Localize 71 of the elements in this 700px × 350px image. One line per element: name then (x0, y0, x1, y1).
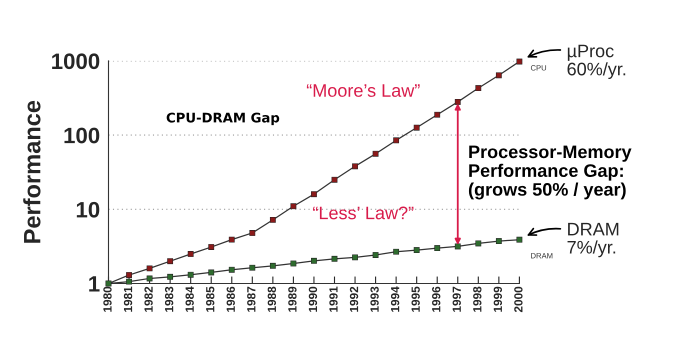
point (454, 99, 461, 105)
point (516, 58, 522, 64)
point (496, 238, 502, 244)
point (126, 272, 132, 278)
point (290, 260, 296, 266)
point (393, 248, 400, 255)
y-tick-label: 100 (64, 128, 100, 144)
point (311, 258, 317, 264)
x-tick-label: 1996 (432, 286, 440, 312)
point (270, 262, 276, 269)
point (434, 245, 440, 252)
point (249, 264, 256, 271)
point (249, 230, 256, 236)
x-tick-label: 1986 (226, 286, 235, 312)
x-tick-label: 1999 (494, 286, 502, 312)
point (208, 270, 214, 276)
point (167, 274, 174, 280)
x-tick-label: 1993 (370, 286, 379, 312)
point (188, 251, 194, 257)
point (475, 85, 482, 92)
point (146, 276, 153, 282)
point (167, 258, 174, 264)
x-tick-label: 1989 (288, 286, 297, 312)
x-tick-label: 1997 (452, 286, 461, 312)
x-tick-label: 1988 (268, 286, 276, 312)
point (352, 254, 358, 260)
x-tick-label: 1983 (164, 286, 174, 312)
x-tick-label: 1984 (185, 286, 194, 312)
point (414, 247, 420, 254)
point (270, 216, 276, 223)
annotation: CPU-DRAM Gap (166, 112, 280, 126)
point (188, 272, 194, 278)
point (228, 236, 235, 243)
annotation: µProc 60%/yr. (568, 44, 626, 80)
point (454, 244, 461, 250)
point (311, 191, 317, 198)
point (352, 163, 358, 170)
point (146, 265, 153, 272)
x-tick-label: 1980 (103, 286, 112, 312)
x-tick-label: 1991 (329, 286, 338, 312)
x-tick-label: 1990 (308, 286, 318, 312)
point (372, 150, 379, 157)
x-tick-label: 1998 (473, 286, 482, 312)
y-tick-label: 10 (76, 202, 100, 218)
x-tick-label: 1987 (247, 286, 256, 312)
x-tick-label: 1985 (206, 286, 214, 312)
x-tick-label: 1994 (390, 286, 400, 312)
y-tick-label: 1 (89, 276, 100, 292)
point (393, 137, 400, 144)
point (228, 266, 235, 273)
x-tick-label: 1982 (144, 286, 153, 312)
x-tick-label: 1995 (411, 286, 420, 312)
point (208, 244, 214, 250)
y-tick-label: 1000 (52, 53, 100, 70)
y-axis-title: Performance (23, 100, 41, 243)
point (290, 203, 296, 210)
point (414, 124, 420, 131)
x-tick-label: 1992 (350, 286, 358, 312)
point (475, 240, 482, 246)
point (434, 112, 440, 118)
annotation: “Less’ Law?” (313, 206, 414, 220)
point (516, 236, 522, 243)
annotation: “Moore’s Law” (306, 84, 420, 97)
annotation: Processor-Memory Performance Gap: (grows 50% / year) (468, 146, 632, 200)
x-tick-label: 1981 (124, 286, 132, 312)
x-tick-label: 2000 (514, 286, 523, 312)
point (332, 176, 338, 183)
point (372, 252, 379, 258)
point (496, 72, 502, 78)
annotation: DRAM 7%/yr. (568, 222, 618, 258)
point (332, 256, 338, 262)
